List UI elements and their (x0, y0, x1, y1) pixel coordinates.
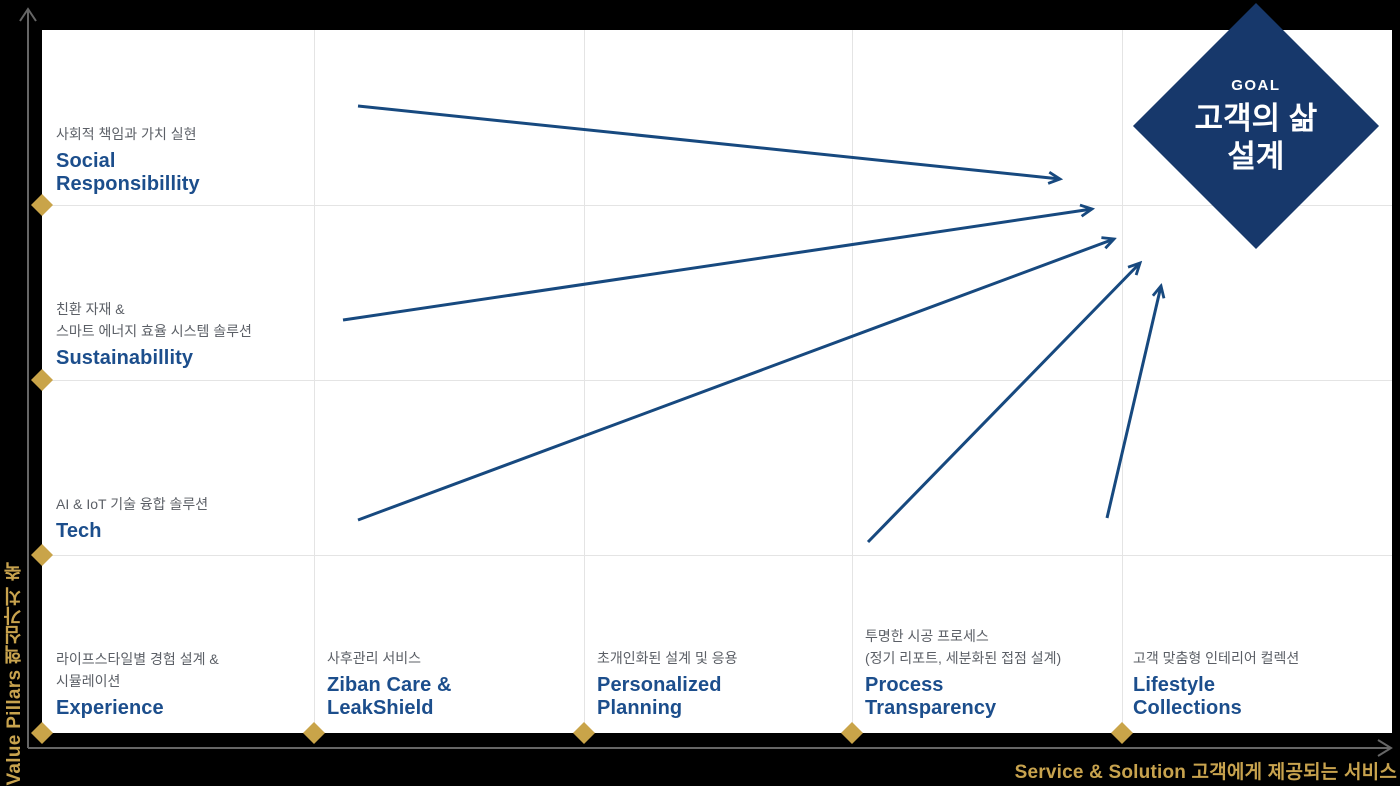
pillar-subtitle-line2: 스마트 에너지 효율 시스템 솔루션 (56, 323, 252, 339)
pillar-social-responsibility: 사회적 책임과 가치 실현 Social Responsibillity (56, 123, 200, 196)
service-title: Experience (56, 697, 164, 719)
service-title: Ziban Care & (327, 674, 452, 696)
service-lifestyle-collections: 고객 맞춤형 인테리어 컬렉션 Lifestyle Collections (1133, 647, 1299, 720)
pillar-sustainability: 친환 자재 & 스마트 에너지 효율 시스템 솔루션 Sustainabilli… (56, 298, 252, 370)
grid-line-horizontal (42, 555, 1392, 556)
goal-title-line2: 설계 (1227, 138, 1285, 174)
pillar-title: Sustainabillity (56, 347, 194, 369)
service-title: Personalized (597, 674, 722, 696)
pillar-subtitle: AI & IoT 기술 융합 솔루션 (56, 496, 209, 512)
y-axis-label: Value Pillars 핵심가치 축 (4, 562, 25, 786)
grid-line-vertical (584, 30, 585, 733)
service-subtitle-line2: 시뮬레이션 (56, 673, 121, 689)
service-title-line2: Transparency (865, 697, 997, 719)
pillar-title: Tech (56, 520, 102, 542)
service-subtitle: 투명한 시공 프로세스 (865, 628, 989, 644)
pillar-tech: AI & IoT 기술 융합 솔루션 Tech (56, 493, 208, 543)
grid-line-vertical (1122, 30, 1123, 733)
x-axis-label: Service & Solution 고객에게 제공되는 서비스 (1014, 762, 1397, 783)
service-ziban-care: 사후관리 서비스 Ziban Care & LeakShield (327, 647, 452, 720)
grid-line-horizontal (42, 205, 1392, 206)
service-subtitle: 초개인화된 설계 및 응용 (597, 650, 738, 666)
service-subtitle: 라이프스타일별 경험 설계 & (56, 651, 219, 667)
pillar-title: Social (56, 150, 116, 172)
service-title-line2: Collections (1133, 697, 1242, 719)
goal-title-line1: 고객의 삶 (1194, 100, 1318, 136)
goal-diamond-content: GOAL 고객의 삶 설계 (1195, 76, 1318, 175)
y-axis-arrowhead-icon (19, 7, 37, 22)
service-subtitle-line2: (정기 리포트, 세분화된 접점 설계) (865, 650, 1062, 666)
x-axis-arrowhead-icon (1377, 739, 1393, 757)
grid-line-vertical (314, 30, 315, 733)
pillar-subtitle: 친환 자재 & (56, 301, 125, 317)
pillar-title-line2: Responsibillity (56, 173, 200, 195)
service-subtitle: 사후관리 서비스 (327, 650, 422, 666)
service-title: Process (865, 674, 944, 696)
grid-line-vertical (852, 30, 853, 733)
service-title: Lifestyle (1133, 674, 1216, 696)
service-subtitle: 고객 맞춤형 인테리어 컬렉션 (1133, 650, 1300, 666)
service-experience: 라이프스타일별 경험 설계 & 시뮬레이션 Experience (56, 648, 219, 720)
goal-kicker: GOAL (1231, 76, 1281, 94)
service-personalized-planning: 초개인화된 설계 및 응용 Personalized Planning (597, 647, 737, 720)
service-title-line2: Planning (597, 697, 683, 719)
grid-line-horizontal (42, 380, 1392, 381)
pillar-subtitle: 사회적 책임과 가치 실현 (56, 126, 197, 142)
service-title-line2: LeakShield (327, 697, 434, 719)
service-process-transparency: 투명한 시공 프로세스 (정기 리포트, 세분화된 접점 설계) Process… (865, 625, 1061, 720)
